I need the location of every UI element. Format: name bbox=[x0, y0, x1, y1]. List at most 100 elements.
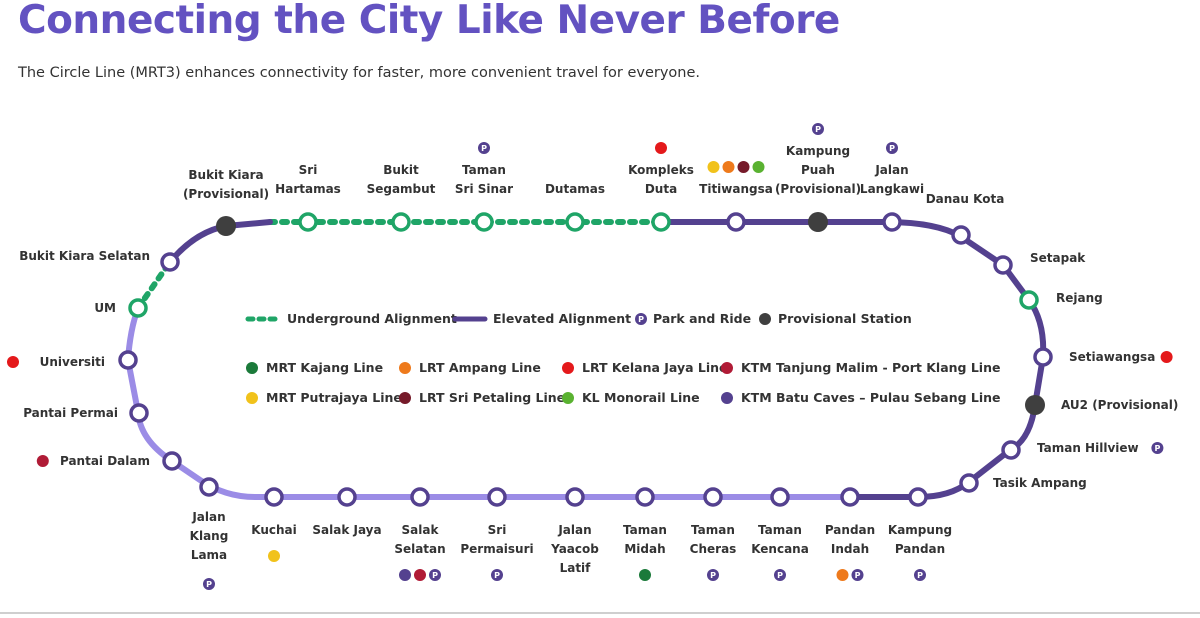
interchange-lrt-kelana-jaya-dot bbox=[655, 142, 667, 154]
legend-elevated-label: Elevated Alignment bbox=[493, 311, 631, 326]
station-label-jalan-langkawi: Langkawi bbox=[860, 182, 924, 196]
park-and-ride-icon bbox=[203, 578, 215, 590]
station-label-taman-hillview: Taman Hillview bbox=[1037, 441, 1139, 455]
elevated-station-marker bbox=[1033, 347, 1053, 367]
station-label-taman-sri-sinar: Sri Sinar bbox=[455, 182, 513, 196]
station-label-salak-selatan: Selatan bbox=[394, 542, 445, 556]
interchange-kl-monorail-dot bbox=[752, 161, 765, 173]
interchange-lrt-kelana-jaya-dot bbox=[1160, 351, 1173, 363]
station-label-kuchai: Kuchai bbox=[251, 523, 297, 537]
station-label-rejang: Rejang bbox=[1056, 291, 1103, 305]
station-setapak: Setapak bbox=[993, 251, 1086, 275]
station-label-tasik-ampang: Tasik Ampang bbox=[993, 476, 1087, 490]
provisional-station-marker bbox=[1025, 395, 1045, 415]
park-and-ride-icon bbox=[851, 569, 864, 581]
station-label-jalan-klang-lama: Klang bbox=[190, 529, 229, 543]
elevated-station-marker bbox=[993, 255, 1013, 275]
station-label-jalan-yaacob-latif: Yaacob bbox=[550, 542, 599, 556]
station-label-pantai-dalam: Pantai Dalam bbox=[60, 454, 150, 468]
station-label-jalan-klang-lama: Lama bbox=[191, 548, 227, 562]
station-label-sri-hartamas: Hartamas bbox=[275, 182, 341, 196]
station-label-titiwangsa: Titiwangsa bbox=[699, 182, 773, 196]
track-segment-3 bbox=[1007, 297, 1047, 453]
park-and-ride-icon-letter: P bbox=[710, 571, 716, 580]
legend-ktm-tanjung-malim-label: KTM Tanjung Malim - Port Klang Line bbox=[741, 360, 1000, 375]
legend-lrt-ampang-swatch bbox=[399, 362, 411, 374]
elevated-station-marker bbox=[337, 487, 357, 507]
legend-park-icon bbox=[635, 313, 647, 325]
park-and-ride-icon-letter: P bbox=[481, 144, 487, 153]
interchange-lrt-ampang-dot bbox=[722, 161, 735, 173]
station-setiawangsa: Setiawangsa bbox=[1033, 347, 1173, 367]
station-label-taman-sri-sinar: Taman bbox=[462, 163, 506, 177]
park-and-ride-icon-letter: P bbox=[494, 571, 500, 580]
legend-ktm-batu-caves-label: KTM Batu Caves – Pulau Sebang Line bbox=[741, 390, 1001, 405]
station-label-universiti: Universiti bbox=[40, 355, 105, 369]
interchange-ktm-batu-caves-dot bbox=[399, 569, 411, 581]
park-and-ride-icon-letter: P bbox=[206, 580, 212, 589]
station-kampung-puah: Kampung Puah (Provisional) P bbox=[775, 123, 861, 232]
elevated-station-marker bbox=[951, 225, 971, 245]
station-label-au2: AU2 (Provisional) bbox=[1061, 398, 1178, 412]
station-label-bukit-kiara-selatan: Bukit Kiara Selatan bbox=[19, 249, 150, 263]
legend-ktm-batu-caves-swatch bbox=[721, 392, 733, 404]
station-label-pantai-permai: Pantai Permai bbox=[23, 406, 118, 420]
interchange-lrt-sri-petaling-dot bbox=[737, 161, 750, 173]
station-pantai-permai: Pantai Permai bbox=[23, 403, 149, 423]
interchange-lrt-kelana-jaya-dot bbox=[7, 356, 19, 368]
park-and-ride-icon bbox=[812, 123, 824, 135]
park-and-ride-icon bbox=[1151, 442, 1164, 454]
park-and-ride-icon-letter: P bbox=[815, 125, 821, 134]
elevated-station-marker bbox=[118, 350, 138, 370]
station-label-sri-permaisuri: Sri bbox=[488, 523, 507, 537]
station-label-jalan-yaacob-latif: Jalan bbox=[557, 523, 591, 537]
elevated-station-marker bbox=[908, 487, 928, 507]
elevated-station-marker bbox=[565, 487, 585, 507]
station-label-kompleks-duta: Duta bbox=[645, 182, 677, 196]
park-and-ride-icon bbox=[429, 569, 441, 581]
underground-station-marker bbox=[474, 212, 494, 232]
legend-lrt-sri-petaling-label: LRT Sri Petaling Line bbox=[419, 390, 565, 405]
station-au2: AU2 (Provisional) bbox=[1025, 395, 1178, 415]
legend-provisional-label: Provisional Station bbox=[778, 311, 912, 326]
park-and-ride-icon-letter: P bbox=[917, 571, 923, 580]
elevated-station-marker bbox=[703, 487, 723, 507]
station-pandan-indah: Pandan Indah P bbox=[825, 487, 875, 581]
elevated-station-marker bbox=[882, 212, 902, 232]
station-taman-sri-sinar: Taman Sri Sinar P bbox=[455, 142, 513, 232]
track-segment-5 bbox=[124, 305, 853, 500]
station-salak-selatan: Salak Selatan P bbox=[394, 487, 446, 581]
station-dutamas: Dutamas bbox=[545, 182, 605, 232]
page-title: Connecting the City Like Never Before bbox=[18, 0, 840, 43]
legend-lrt-ampang-label: LRT Ampang Line bbox=[419, 360, 541, 375]
station-label-pandan-indah: Indah bbox=[831, 542, 869, 556]
underground-station-marker bbox=[1019, 290, 1039, 310]
elevated-station-marker bbox=[1001, 440, 1021, 460]
station-rejang: Rejang bbox=[1019, 290, 1103, 310]
footer-divider bbox=[0, 612, 1200, 614]
interchange-ktm-tanjung-malim-dot bbox=[414, 569, 426, 581]
station-salak-jaya: Salak Jaya bbox=[312, 487, 382, 537]
station-titiwangsa: Titiwangsa bbox=[699, 161, 773, 232]
station-label-pandan-indah: Pandan bbox=[825, 523, 875, 537]
station-bukit-kiara: Bukit Kiara (Provisional) bbox=[183, 168, 269, 236]
station-pantai-dalam: Pantai Dalam bbox=[36, 451, 182, 471]
park-and-ride-icon-letter: P bbox=[777, 571, 783, 580]
station-danau-kota: Danau Kota bbox=[926, 192, 1004, 245]
legend-mrt-kajang-label: MRT Kajang Line bbox=[266, 360, 383, 375]
provisional-station-marker bbox=[216, 216, 236, 236]
park-and-ride-icon bbox=[774, 569, 786, 581]
elevated-station-marker bbox=[160, 252, 180, 272]
page-subtitle: The Circle Line (MRT3) enhances connecti… bbox=[18, 65, 700, 81]
station-jalan-klang-lama: Jalan Klang Lama P bbox=[190, 477, 229, 590]
elevated-station-marker bbox=[162, 451, 182, 471]
station-label-sri-permaisuri: Permaisuri bbox=[460, 542, 533, 556]
station-kampung-pandan: Kampung Pandan P bbox=[888, 487, 952, 581]
station-jalan-yaacob-latif: Jalan Yaacob Latif bbox=[550, 487, 599, 575]
station-layer: Bukit Kiara (Provisional) Sri Hartamas Bukit… bbox=[7, 123, 1178, 590]
station-label-setapak: Setapak bbox=[1030, 251, 1086, 265]
legend-mrt-putrajaya-swatch bbox=[246, 392, 258, 404]
station-label-kampung-pandan: Pandan bbox=[895, 542, 945, 556]
legend-kl-monorail-swatch bbox=[562, 392, 574, 404]
park-and-ride-icon bbox=[491, 569, 503, 581]
